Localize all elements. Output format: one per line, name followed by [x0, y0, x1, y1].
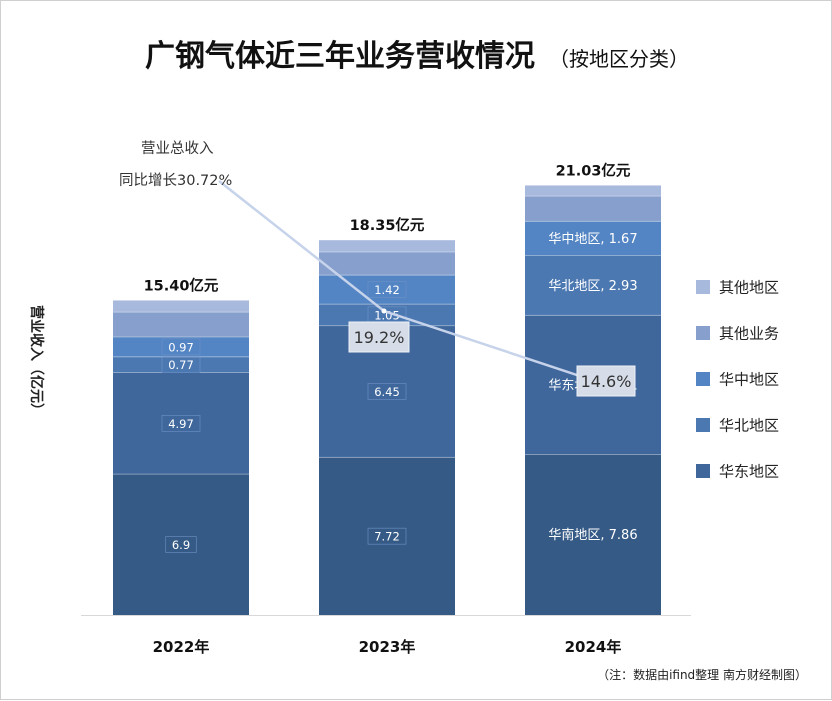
chart-title-main: 广钢气体近三年业务营收情况 — [145, 39, 535, 74]
data-label: 6.9 — [172, 538, 190, 552]
growth-rate-box — [576, 365, 636, 397]
data-label: 0.77 — [168, 358, 194, 372]
data-label-box — [161, 338, 201, 356]
data-label-box — [367, 383, 407, 400]
legend-swatch — [696, 418, 710, 432]
bar-segment — [525, 221, 661, 256]
data-label: 4.97 — [168, 417, 194, 431]
data-label-box — [161, 415, 201, 432]
bar-segment — [525, 185, 661, 197]
bar-segment — [525, 196, 661, 222]
growth-annotation-text: 同比增长30.72% — [119, 172, 232, 189]
bar-total-label: 15.40亿元 — [144, 276, 219, 294]
source-note: （注：数据由ifind整理 南方财经制图） — [597, 668, 807, 682]
legend-label: 华北地区 — [719, 417, 779, 435]
data-label: 0.97 — [168, 340, 194, 354]
x-tick-label: 2022年 — [153, 638, 210, 656]
data-label: 1.05 — [374, 308, 400, 322]
legend-swatch — [696, 372, 710, 386]
bar-segment — [113, 300, 249, 313]
x-tick-label: 2023年 — [359, 638, 416, 656]
bar-total-label: 21.03亿元 — [556, 161, 631, 179]
data-label-box — [367, 281, 407, 298]
chart-title-sub: （按地区分类） — [549, 47, 689, 71]
growth-rate-box — [348, 321, 410, 353]
legend-label: 华中地区 — [719, 371, 779, 389]
growth-annotation-title: 营业总收入 — [141, 140, 214, 157]
bar-segment — [319, 252, 455, 276]
legend-swatch — [696, 464, 710, 478]
data-label: 6.45 — [374, 385, 400, 399]
data-label-box — [367, 527, 407, 545]
data-label: 华中地区, 1.67 — [548, 232, 637, 247]
data-label-box — [165, 536, 197, 553]
legend-label: 华东地区 — [719, 463, 779, 481]
legend-swatch — [696, 326, 710, 340]
bar-total-label: 18.35亿元 — [350, 216, 425, 234]
bar-segment — [525, 454, 661, 615]
data-label: 华北地区, 2.93 — [548, 279, 637, 294]
growth-rate-label: 19.2% — [354, 328, 405, 347]
growth-point — [381, 308, 387, 314]
x-tick-label: 2024年 — [565, 638, 622, 656]
data-label: 1.42 — [374, 283, 400, 297]
data-label: 7.72 — [374, 530, 400, 544]
legend-label: 其他业务 — [719, 325, 779, 343]
chart-title: 广钢气体近三年业务营收情况 （按地区分类） — [1, 31, 832, 75]
bar-segment — [113, 312, 249, 338]
legend-swatch — [696, 280, 710, 294]
legend-label: 其他地区 — [719, 279, 779, 297]
bar-segment — [319, 240, 455, 253]
data-label: 华南地区, 7.86 — [548, 527, 637, 543]
growth-rate-label: 14.6% — [581, 372, 632, 391]
bar-segment — [525, 255, 661, 316]
